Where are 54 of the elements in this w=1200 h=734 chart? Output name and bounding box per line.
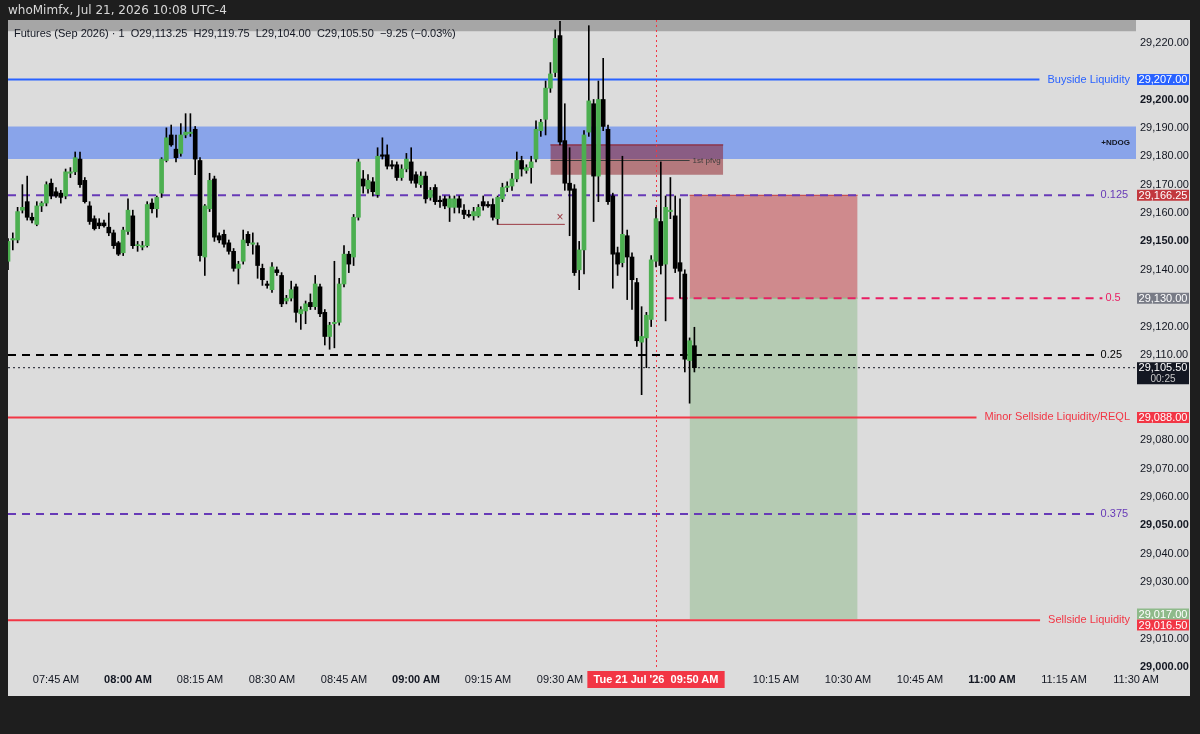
y-tick-label: 29,160.00 — [1140, 206, 1189, 219]
x-tick-label: 09:00 AM — [392, 672, 440, 685]
y-tick-label: 29,030.00 — [1140, 575, 1189, 588]
ref-line-label: Minor Sellside Liquidity/REQL — [984, 410, 1130, 423]
series-label: 0.5 — [1105, 291, 1121, 304]
y-tick-label: 29,120.00 — [1140, 319, 1189, 332]
series-label: 0.25 — [1100, 347, 1123, 360]
x-tick-label: 11:30 AM — [1113, 672, 1159, 685]
y-tick-label: 29,220.00 — [1140, 35, 1189, 48]
x-tick-label: 08:00 AM — [104, 672, 152, 685]
y-tick-label: 29,105.50 00:25 — [1138, 361, 1188, 384]
x-tick-label: 10:15 AM — [752, 672, 800, 685]
series-label: 0.125 — [1100, 188, 1129, 201]
y-tick-label: 29,170.00 — [1140, 177, 1189, 190]
y-tick-label: 29,207.00 — [1138, 73, 1188, 86]
x-tick-label: 11:00 AM — [968, 672, 1016, 685]
x-tick-label: 07:45 AM — [32, 672, 80, 685]
y-tick-label: 29,190.00 — [1140, 120, 1189, 133]
band-label: +NDOG — [1101, 137, 1130, 147]
y-tick-label: 29,150.00 — [1140, 234, 1189, 247]
x-tick-label: 09:30 AM — [536, 672, 584, 685]
annotation: × — [556, 209, 564, 224]
x-tick-label: 10:30 AM — [824, 672, 872, 685]
ref-line-label: Tue 21 Jul '26 09:50 AM — [593, 673, 719, 686]
y-tick-label: 29,166.25 — [1138, 188, 1188, 201]
ref-line-label: Sellside Liquidity — [1048, 613, 1131, 626]
y-tick-label: 29,010.00 — [1140, 631, 1189, 644]
y-tick-label: 29,000.00 — [1140, 660, 1189, 673]
y-tick-label: 29,140.00 — [1140, 262, 1189, 275]
x-tick-label: 11:15 AM — [1041, 672, 1087, 685]
y-tick-label: 29,017.00 — [1138, 607, 1188, 620]
candlestick — [528, 155, 534, 184]
y-tick-label: 29,110.00 — [1140, 347, 1189, 360]
ref-line-label: Buyside Liquidity — [1047, 72, 1131, 85]
y-tick-label: 29,050.00 — [1140, 518, 1189, 531]
y-tick-label: 29,016.50 — [1138, 618, 1188, 631]
x-tick-label: 10:45 AM — [896, 672, 944, 685]
y-tick-label: 29,080.00 — [1140, 433, 1189, 446]
series-label: 1st pfvg — [692, 155, 721, 165]
y-tick-label: 29,040.00 — [1140, 546, 1189, 559]
y-tick-label: 29,130.00 — [1138, 291, 1188, 304]
y-tick-label: 29,088.00 — [1138, 410, 1188, 423]
text: whoMimfx, Jul 21, 2026 10:08 UTC-4 — [8, 2, 227, 19]
x-tick-label: 08:15 AM — [176, 672, 224, 685]
candlestick — [264, 280, 270, 289]
y-tick-label: 29,180.00 — [1140, 149, 1189, 162]
y-tick-label: 29,070.00 — [1140, 461, 1189, 474]
x-tick-label: 08:45 AM — [320, 672, 368, 685]
y-tick-label: 29,200.00 — [1140, 92, 1189, 105]
x-tick-label: 09:15 AM — [464, 672, 512, 685]
series-label: 0.375 — [1100, 506, 1129, 519]
text: Futures (Sep 2026) · 1 O29,113.25 H29,119.75 L29,104.00 C29,105.50 −9.25 (−0.03%) — [14, 27, 456, 40]
x-tick-label: 08:30 AM — [248, 672, 296, 685]
y-tick-label: 29,060.00 — [1140, 489, 1189, 502]
